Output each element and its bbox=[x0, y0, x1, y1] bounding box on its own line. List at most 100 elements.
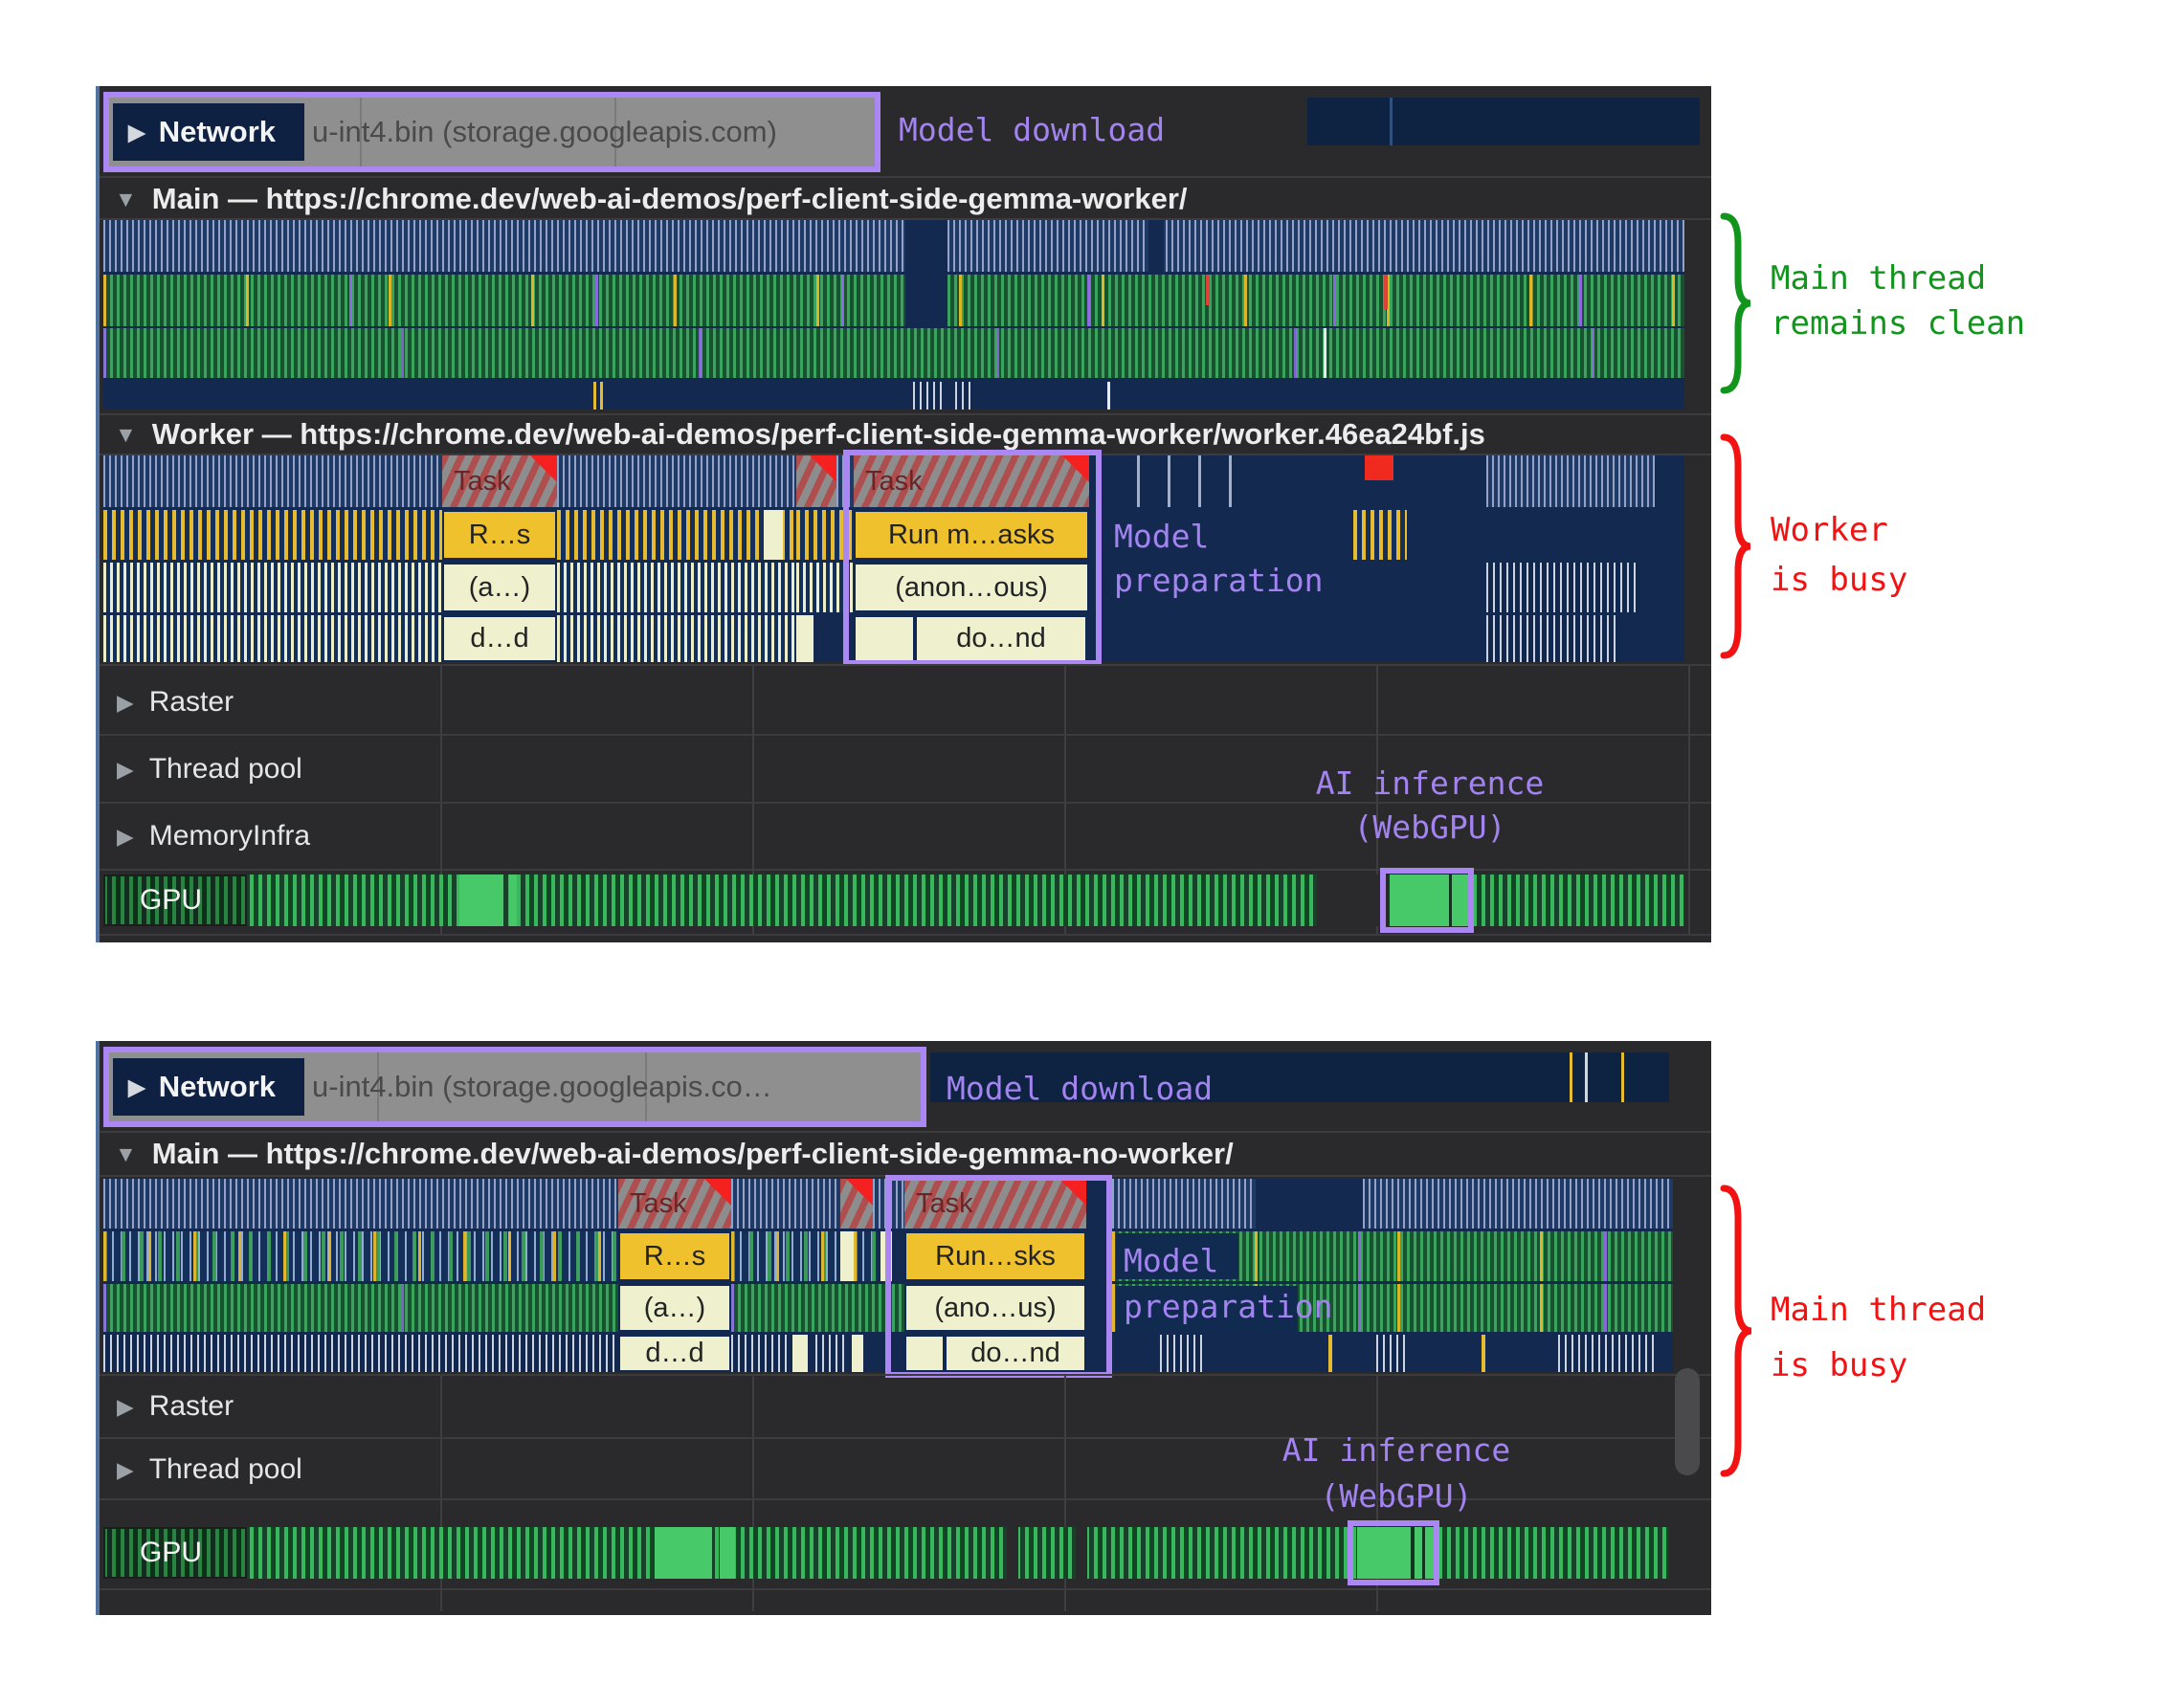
flame-row-idle bbox=[103, 382, 1684, 410]
ruler-tick bbox=[645, 1052, 647, 1121]
raster-label: Raster bbox=[148, 1390, 234, 1422]
run-task-block[interactable]: R…s bbox=[618, 1231, 731, 1281]
anonymous-block[interactable]: (ano…us) bbox=[904, 1284, 1086, 1332]
gpu-idle-gap bbox=[1317, 875, 1390, 926]
gpu-track-header[interactable]: GPU bbox=[103, 1527, 247, 1579]
track-row-thread-pool[interactable]: ▶ Thread pool bbox=[117, 753, 302, 786]
idle-gap bbox=[905, 275, 947, 326]
anonymous-block[interactable]: (a…) bbox=[442, 563, 557, 612]
annotation-backdrop bbox=[1116, 1286, 1298, 1332]
task-block[interactable]: Task bbox=[904, 1179, 1086, 1229]
network-tick bbox=[1585, 1052, 1588, 1102]
model-preparation-annotation: Model preparation bbox=[1114, 518, 1324, 599]
task-block[interactable]: Task bbox=[442, 455, 557, 507]
expander-expanded-icon[interactable]: ▼ bbox=[115, 186, 137, 211]
task-block-small[interactable] bbox=[840, 1179, 873, 1229]
gpu-active-segment[interactable] bbox=[720, 1527, 735, 1579]
activity-stripes bbox=[557, 510, 796, 560]
marker-tick bbox=[1328, 1335, 1332, 1372]
gpu-track-bar[interactable] bbox=[103, 1527, 1669, 1579]
activity-stripes bbox=[1376, 1335, 1405, 1372]
marker-tick bbox=[600, 382, 603, 410]
main-thread-title: Main — https://chrome.dev/web-ai-demos/p… bbox=[151, 182, 1188, 215]
activity-stripes bbox=[103, 455, 442, 507]
marker-tick bbox=[593, 382, 596, 410]
run-task-label: R…s bbox=[643, 1240, 706, 1272]
track-row-memory-infra[interactable]: ▶ MemoryInfra bbox=[117, 820, 310, 852]
main-thread-header[interactable]: ▼ Main — https://chrome.dev/web-ai-demos… bbox=[115, 1137, 1234, 1171]
run-task-block[interactable]: Run…sks bbox=[904, 1231, 1086, 1281]
gpu-inference-segment[interactable] bbox=[1390, 875, 1472, 926]
run-task-block[interactable]: Run m…asks bbox=[854, 510, 1089, 560]
devtools-performance-panel-worker: u-int4.bin (storage.googleapis.com) ▶ Ne… bbox=[96, 86, 1711, 942]
network-request-label[interactable]: u-int4.bin (storage.googleapis.com) bbox=[312, 115, 777, 148]
track-row-raster[interactable]: ▶ Raster bbox=[117, 1390, 234, 1423]
expander-collapsed-icon[interactable]: ▶ bbox=[117, 1393, 134, 1419]
expander-collapsed-icon[interactable]: ▶ bbox=[117, 689, 134, 715]
main-thread-track[interactable]: Task Task R…s Run…sks (a…) (ano…us) d…d bbox=[103, 1179, 1673, 1372]
ai-inference-annotation: AI inference (WebGPU) bbox=[1315, 764, 1545, 846]
anonymous-block[interactable]: (anon…ous) bbox=[854, 563, 1089, 612]
activity-stripes bbox=[557, 615, 796, 662]
task-label: Task bbox=[916, 1187, 973, 1219]
task-label: Task bbox=[454, 465, 511, 497]
long-task-marker[interactable] bbox=[1365, 455, 1393, 480]
plain-block[interactable] bbox=[854, 615, 915, 662]
worker-thread-track[interactable]: Task Task R…s Run m…asks (a…) (anon…ous)… bbox=[103, 455, 1684, 662]
idle-gap bbox=[1148, 220, 1164, 272]
download-block[interactable]: d…d bbox=[618, 1335, 731, 1372]
gpu-track-bar[interactable] bbox=[103, 875, 1684, 926]
task-block[interactable]: Task bbox=[854, 455, 1089, 507]
expander-collapsed-icon[interactable]: ▶ bbox=[128, 1074, 145, 1099]
gpu-inference-segment[interactable] bbox=[1357, 1527, 1434, 1579]
track-row-raster[interactable]: ▶ Raster bbox=[117, 686, 234, 719]
task-block-small[interactable] bbox=[796, 455, 836, 507]
activity-stripes bbox=[1486, 455, 1655, 507]
gpu-active-segment[interactable] bbox=[509, 875, 517, 926]
download-block[interactable]: do…nd bbox=[945, 1335, 1086, 1372]
expander-expanded-icon[interactable]: ▼ bbox=[115, 1140, 137, 1166]
scrollbar-thumb[interactable] bbox=[1675, 1368, 1700, 1475]
ruler-tick bbox=[377, 1052, 379, 1121]
gridline bbox=[752, 666, 754, 936]
network-highlight-box: u-int4.bin (storage.googleapis.co… ▶ Net… bbox=[103, 1047, 926, 1127]
main-thread-header[interactable]: ▼ Main — https://chrome.dev/web-ai-demos… bbox=[115, 182, 1188, 216]
track-row-thread-pool[interactable]: ▶ Thread pool bbox=[117, 1453, 302, 1486]
plain-block[interactable] bbox=[904, 1335, 945, 1372]
main-thread-track[interactable] bbox=[103, 220, 1684, 410]
expander-collapsed-icon[interactable]: ▶ bbox=[117, 756, 134, 782]
flame-row-tasks bbox=[103, 220, 1684, 272]
row-separator bbox=[100, 1175, 1711, 1177]
ruler-tick bbox=[614, 98, 616, 166]
gpu-active-segment[interactable] bbox=[459, 875, 503, 926]
gpu-active-segment[interactable] bbox=[655, 1527, 712, 1579]
worker-thread-header[interactable]: ▼ Worker — https://chrome.dev/web-ai-dem… bbox=[115, 417, 1485, 452]
network-activity-bar[interactable] bbox=[930, 1052, 1669, 1102]
gridline bbox=[440, 666, 442, 936]
gpu-track-header[interactable]: GPU bbox=[103, 875, 247, 926]
activity-stripes bbox=[1160, 1335, 1204, 1372]
expander-expanded-icon[interactable]: ▼ bbox=[115, 421, 137, 447]
long-task-tick bbox=[1206, 275, 1210, 305]
download-block[interactable]: d…d bbox=[442, 615, 557, 662]
anonymous-block[interactable]: (a…) bbox=[618, 1284, 731, 1332]
network-request-label[interactable]: u-int4.bin (storage.googleapis.co… bbox=[312, 1070, 772, 1103]
network-track-header[interactable]: ▶ Network bbox=[113, 103, 304, 161]
idle-gap bbox=[905, 220, 947, 272]
expander-collapsed-icon[interactable]: ▶ bbox=[128, 119, 145, 144]
run-task-block[interactable]: R…s bbox=[442, 510, 557, 560]
run-task-label: R…s bbox=[468, 519, 531, 550]
task-block[interactable]: Task bbox=[618, 1179, 731, 1229]
gridline bbox=[1064, 1376, 1066, 1611]
activity-stripes bbox=[873, 1179, 904, 1229]
download-block[interactable]: do…nd bbox=[915, 615, 1087, 662]
row-separator bbox=[100, 734, 1711, 736]
network-track-label: Network bbox=[158, 115, 277, 148]
expander-collapsed-icon[interactable]: ▶ bbox=[117, 823, 134, 849]
network-activity-bar[interactable] bbox=[1307, 98, 1700, 145]
activity-stripes bbox=[731, 1284, 904, 1332]
expander-collapsed-icon[interactable]: ▶ bbox=[117, 1456, 134, 1482]
network-track-header[interactable]: ▶ Network bbox=[113, 1058, 304, 1116]
marker-tick bbox=[1482, 1335, 1485, 1372]
gridline bbox=[1376, 1376, 1378, 1611]
